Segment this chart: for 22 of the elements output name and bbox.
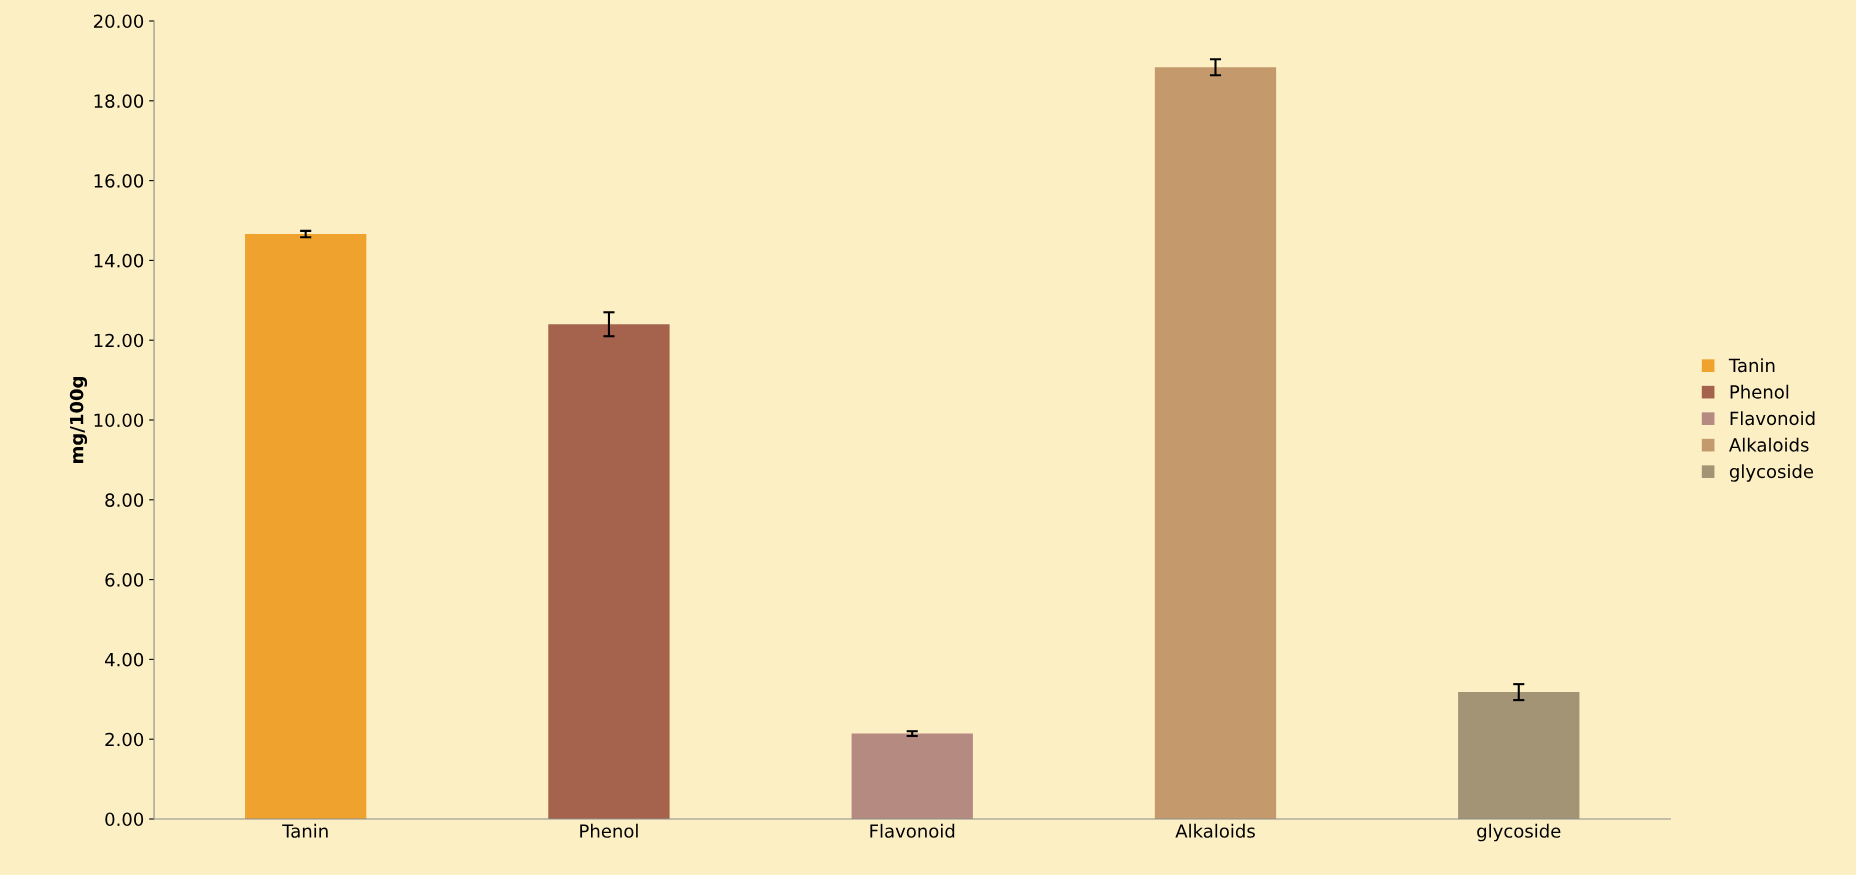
y-tick-label: 18.00 (94, 94, 144, 108)
legend-label: glycoside (1729, 464, 1814, 482)
y-tick-label: 8.00 (105, 493, 144, 507)
y-axis-title: mg/100g (69, 377, 88, 463)
y-tick-label: 2.00 (105, 732, 144, 747)
y-tick-label: 12.00 (94, 333, 144, 348)
y-tick-label: 10.00 (94, 413, 144, 428)
y-tick-label: 20.00 (93, 14, 144, 29)
y-tick-label: 6.00 (105, 573, 144, 587)
x-tick-label: Flavonoid (870, 823, 955, 838)
y-tick-label: 16.00 (94, 174, 144, 188)
legend-label: Alkaloids (1729, 437, 1809, 452)
x-tick-label: Alkaloids (1175, 823, 1255, 838)
y-tick-label: 4.00 (105, 652, 144, 667)
x-tick-label: Phenol (580, 823, 638, 838)
y-tick-label: 0.00 (105, 812, 144, 827)
x-tick-label: Tanin (282, 823, 328, 838)
legend-label: Flavonoid (1730, 411, 1815, 426)
y-tick-label: 14.00 (94, 253, 144, 268)
legend-label: Tanin (1728, 358, 1775, 373)
x-tick-label: glycoside (1477, 823, 1561, 842)
legend-label: Phenol (1730, 384, 1789, 399)
